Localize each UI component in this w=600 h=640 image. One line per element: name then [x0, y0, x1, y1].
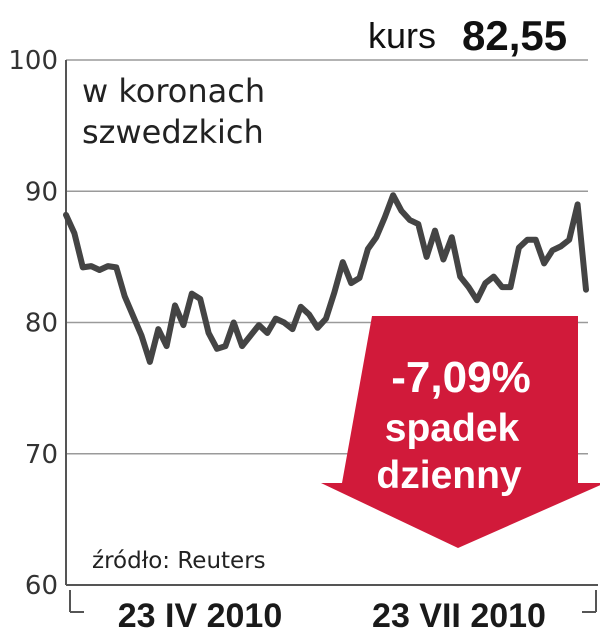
kurs-value: 82,55: [462, 12, 567, 59]
y-tick-label: 70: [25, 440, 58, 470]
daily-drop-callout: -7,09% spadek dzienny: [321, 316, 600, 548]
kurs-label: kurs: [368, 15, 436, 56]
x-tick-label: 23 IV 2010: [118, 597, 282, 635]
y-tick-label: 100: [8, 46, 58, 76]
y-tick-label: 60: [25, 571, 58, 601]
callout-change: -7,09%: [391, 353, 530, 402]
unit-note-line-2: szwedzkich: [82, 113, 264, 151]
price-series-line: [63, 192, 589, 365]
source-note: źródło: Reuters: [92, 548, 266, 574]
callout-line-2: dzienny: [376, 454, 521, 497]
y-tick-label: 80: [25, 309, 58, 339]
down-arrow-icon: [321, 316, 600, 548]
x-tick-label: 23 VII 2010: [372, 597, 546, 635]
callout-line-1: spadek: [385, 407, 520, 450]
x-axis-tick-labels: 23 IV 2010 23 VII 2010: [118, 597, 546, 635]
y-axis-tick-labels: 100 90 80 70 60: [8, 46, 58, 601]
y-tick-label: 90: [25, 177, 58, 207]
unit-note-line-1: w koronach: [82, 72, 265, 110]
